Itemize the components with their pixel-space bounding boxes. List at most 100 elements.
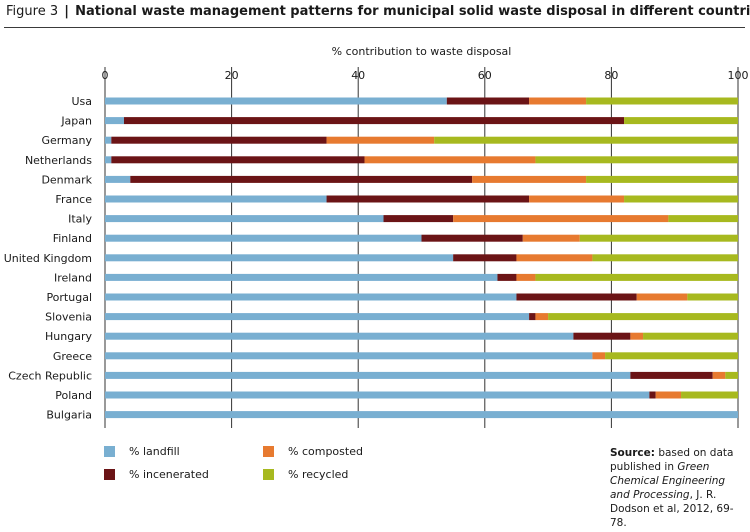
- bar-segment-landfill: [105, 293, 517, 301]
- stacked-bar-chart: % contribution to waste disposal 0 20 40 60 8…: [4, 45, 749, 428]
- x-tick-label-80: 80: [604, 69, 618, 82]
- bar-segment-landfill: [105, 97, 447, 105]
- x-axis-label: % contribution to waste disposal: [332, 45, 512, 58]
- source-publication: Green Chemical Engineering and Processin…: [610, 461, 726, 501]
- bar-segment-recycled: [592, 254, 738, 262]
- bar-segment-recycled: [434, 136, 738, 144]
- bar-segment-incenerated: [516, 293, 637, 301]
- legend-label-recycled: % recycled: [288, 468, 349, 481]
- bar-segment-composted: [592, 352, 606, 360]
- bar-segment-incenerated: [630, 371, 713, 379]
- bar-segment-landfill: [105, 117, 124, 125]
- legend-label-composted: % composted: [288, 445, 363, 458]
- category-label: Germany: [41, 134, 92, 147]
- bar-segment-composted: [364, 156, 536, 164]
- bar-segment-composted: [522, 234, 580, 242]
- category-label: France: [55, 193, 92, 206]
- bar-segment-landfill: [105, 215, 384, 223]
- bar-segment-recycled: [624, 117, 738, 125]
- bar-segment-recycled: [535, 273, 738, 281]
- legend-item-incenerated: % incenerated: [104, 468, 209, 481]
- bar-segment-landfill: [105, 234, 422, 242]
- bar-segment-recycled: [535, 156, 738, 164]
- bar-segment-landfill: [105, 391, 650, 399]
- bar-segment-incenerated: [529, 313, 536, 321]
- bar-segment-landfill: [105, 332, 574, 340]
- category-label: Slovenia: [45, 311, 92, 324]
- legend-label-incenerated: % incenerated: [129, 468, 209, 481]
- category-label: Bulgaria: [46, 409, 92, 422]
- bar-segment-landfill: [105, 175, 131, 183]
- category-label: Czech Republic: [8, 369, 92, 382]
- bar-segment-recycled: [624, 195, 738, 203]
- figure-title: Figure 3 | National waste management pat…: [6, 4, 750, 19]
- bar-segment-landfill: [105, 136, 112, 144]
- category-label: Italy: [68, 213, 92, 226]
- bar-segment-landfill: [105, 156, 112, 164]
- bar-segment-recycled: [668, 215, 738, 223]
- bar-segment-composted: [453, 215, 669, 223]
- bar-segment-landfill: [105, 371, 631, 379]
- x-tick-label-40: 40: [351, 69, 365, 82]
- category-label: Ireland: [54, 271, 92, 284]
- bar-segment-incenerated: [573, 332, 631, 340]
- bar-segment-incenerated: [421, 234, 523, 242]
- category-label: Netherlands: [25, 154, 92, 167]
- bar-segment-incenerated: [130, 175, 473, 183]
- category-label: Finland: [53, 232, 92, 245]
- source-text-after: , J. R. Dodson et al, 2012, 69-78.: [610, 489, 734, 529]
- bar-segment-composted: [535, 313, 549, 321]
- bar-segment-recycled: [725, 371, 738, 379]
- bar-segment-incenerated: [383, 215, 454, 223]
- legend-swatch-recycled: [263, 469, 274, 480]
- bar-segment-composted: [655, 391, 682, 399]
- bar-segment-landfill: [105, 352, 593, 360]
- bar-segment-incenerated: [497, 273, 517, 281]
- source-note: Source: based on data published in Green…: [610, 446, 745, 530]
- legend-item-landfill: % landfill: [104, 445, 180, 458]
- x-tick-label-100: 100: [728, 69, 749, 82]
- category-label: Japan: [60, 115, 92, 128]
- bar-segment-composted: [529, 195, 625, 203]
- title-divider: [4, 27, 745, 28]
- bar-segment-composted: [472, 175, 587, 183]
- category-label: Portugal: [46, 291, 92, 304]
- bar-segment-incenerated: [649, 391, 656, 399]
- bar-segment-composted: [516, 273, 536, 281]
- category-label: Denmark: [41, 173, 92, 186]
- figure-number: Figure 3: [6, 4, 59, 19]
- bar-segment-recycled: [579, 234, 738, 242]
- bar-segment-incenerated: [453, 254, 517, 262]
- bar-segment-composted: [326, 136, 435, 144]
- bar-segment-recycled: [548, 313, 738, 321]
- category-label: United Kingdom: [4, 252, 92, 265]
- bar-segment-incenerated: [123, 117, 625, 125]
- bar-segment-incenerated: [326, 195, 530, 203]
- bar-segment-recycled: [586, 175, 738, 183]
- figure-title-text: National waste management patterns for m…: [75, 4, 750, 19]
- bar-segment-incenerated: [446, 97, 530, 105]
- bar-segment-incenerated: [111, 136, 327, 144]
- legend-item-composted: % composted: [263, 445, 363, 458]
- x-tick-label-20: 20: [225, 69, 239, 82]
- source-label: Source:: [610, 447, 655, 459]
- x-tick-label-0: 0: [102, 69, 109, 82]
- category-label: Poland: [55, 389, 92, 402]
- bar-segment-landfill: [105, 273, 498, 281]
- category-label: Hungary: [45, 330, 92, 343]
- bar-segment-composted: [529, 97, 587, 105]
- legend-swatch-landfill: [104, 446, 115, 457]
- x-tick-label-60: 60: [478, 69, 492, 82]
- category-label: Usa: [71, 95, 92, 108]
- bar-segment-landfill: [105, 254, 454, 262]
- bar-segment-recycled: [586, 97, 738, 105]
- bar-segment-recycled: [643, 332, 738, 340]
- bar-segment-landfill: [105, 195, 327, 203]
- bar-segment-landfill: [105, 313, 530, 321]
- bar-segment-composted: [712, 371, 726, 379]
- bar-segment-recycled: [681, 391, 738, 399]
- bar-segment-composted: [636, 293, 688, 301]
- bar-segment-incenerated: [111, 156, 365, 164]
- bar-segment-composted: [630, 332, 644, 340]
- figure-title-separator: |: [64, 4, 69, 19]
